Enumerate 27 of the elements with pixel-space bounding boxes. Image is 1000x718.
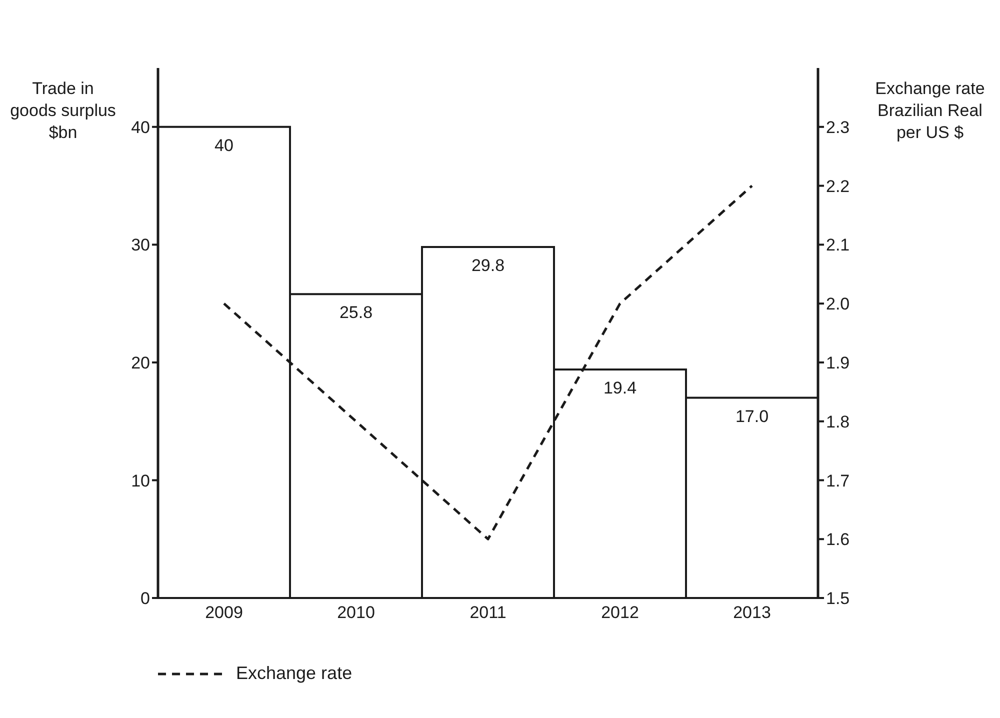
y2-tick-label: 2.3: [826, 118, 850, 137]
y2-tick-label: 2.0: [826, 294, 850, 314]
data-label: 17.0: [735, 406, 769, 426]
x-tick-label: 2009: [205, 603, 243, 622]
x-tick-label: 2010: [337, 603, 375, 622]
y-tick-label: 40: [131, 118, 150, 137]
data-label: 29.8: [471, 256, 505, 276]
y2-tick-label: 1.7: [826, 471, 850, 490]
y-tick-label: 20: [131, 353, 150, 372]
y2-axis-title: Exchange rate Brazilian Real per US $: [874, 78, 986, 144]
y2-tick-label: 1.5: [826, 589, 850, 608]
data-label: 25.8: [339, 303, 373, 322]
y-tick-label: 0: [140, 589, 150, 608]
y-tick-label: 30: [131, 236, 150, 255]
y2-tick-label: 1.6: [826, 530, 850, 550]
y-tick-label: 10: [131, 471, 150, 490]
y2-tick-label: 1.8: [826, 412, 850, 432]
legend-label: Exchange rate: [236, 663, 352, 684]
y2-tick-label: 1.9: [826, 353, 850, 372]
y2-tick-label: 2.2: [826, 176, 850, 196]
data-label: 19.4: [603, 378, 637, 398]
y2-tick-label: 2.1: [826, 236, 850, 255]
data-label: 40: [214, 136, 234, 155]
x-tick-label: 2011: [470, 603, 506, 622]
y-axis-title: Trade in goods surplus $bn: [9, 78, 117, 144]
x-tick-label: 2013: [733, 603, 771, 622]
x-tick-label: 2012: [601, 603, 639, 622]
